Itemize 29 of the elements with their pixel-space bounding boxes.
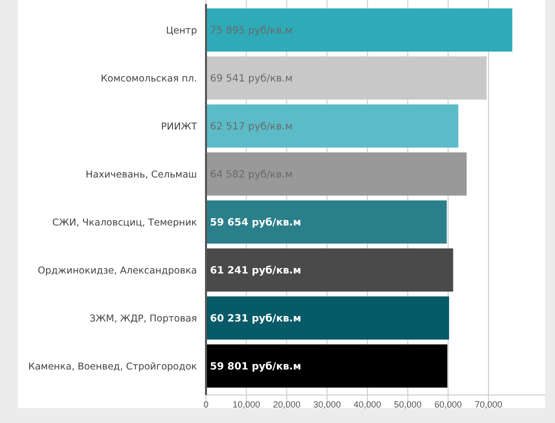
y-tick-label: Комсомольская пл.: [100, 73, 197, 84]
x-tick-label: 20,000: [272, 399, 300, 410]
y-tick-label: СЖИ, Чкаловсциц, Темерник: [52, 217, 198, 228]
x-tick-label: 60,000: [434, 399, 462, 410]
x-tick-label: 70,000: [474, 399, 502, 410]
data-label: 59 801 руб/кв.м: [210, 362, 302, 372]
bar: [206, 104, 458, 148]
y-tick-label: Нахичевань, Сельмаш: [86, 169, 197, 180]
data-label: 69 541 руб/кв.м: [210, 74, 293, 84]
y-tick-label: Каменка, Военвед, Стройгородок: [28, 361, 198, 372]
bar: [206, 8, 512, 52]
y-tick-label: Центр: [166, 25, 197, 36]
x-tick-label: 30,000: [313, 399, 341, 410]
data-label: 61 241 руб/кв.м: [210, 266, 302, 276]
data-label: 75 895 руб/кв.м: [210, 26, 293, 36]
x-tick-label: 50,000: [394, 399, 422, 410]
x-tick-label: 10,000: [232, 399, 260, 410]
data-label: 59 654 руб/кв.м: [210, 218, 302, 228]
y-tick-label: РИИЖТ: [161, 121, 198, 132]
bar: [206, 200, 447, 244]
y-tick-label: Орджинокидзе, Александровка: [38, 265, 197, 276]
data-label: 62 517 руб/кв.м: [210, 122, 293, 132]
data-label: 60 231 руб/кв.м: [210, 314, 302, 324]
x-tick-label: 0: [203, 399, 209, 410]
bar: [206, 296, 450, 340]
x-tick-label: 40,000: [354, 399, 382, 410]
bar: [206, 344, 448, 388]
bar: [206, 152, 467, 196]
y-tick-label: ЗЖМ, ЖДР, Портовая: [90, 313, 197, 324]
